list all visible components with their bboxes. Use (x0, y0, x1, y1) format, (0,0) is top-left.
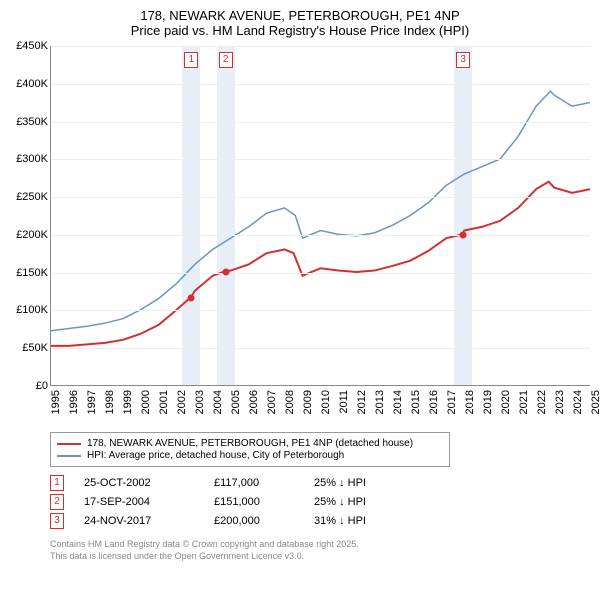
x-tick-label: 2016 (428, 390, 440, 414)
sales-date: 24-NOV-2017 (84, 515, 214, 527)
x-tick-label: 2013 (374, 390, 386, 414)
x-tick-label: 2010 (320, 390, 332, 414)
gridline (51, 122, 590, 123)
y-tick-label: £450K (16, 40, 48, 52)
x-tick-label: 2023 (554, 390, 566, 414)
x-tick-label: 2000 (140, 390, 152, 414)
x-tick-label: 2011 (338, 390, 350, 414)
sales-price: £151,000 (214, 496, 314, 508)
attribution: Contains HM Land Registry data © Crown c… (50, 539, 590, 562)
sale-marker: 1 (184, 52, 198, 68)
sale-dot (222, 268, 229, 275)
x-tick-label: 2007 (266, 390, 278, 414)
y-axis: £0£50K£100K£150K£200K£250K£300K£350K£400… (10, 46, 50, 386)
y-tick-label: £250K (16, 191, 48, 203)
title-line-1: 178, NEWARK AVENUE, PETERBOROUGH, PE1 4N… (10, 8, 590, 23)
title-line-2: Price paid vs. HM Land Registry's House … (10, 23, 590, 38)
sales-row: 2 17-SEP-2004£151,00025% ↓ HPI (50, 494, 590, 510)
gridline (51, 348, 590, 349)
x-tick-label: 1997 (86, 390, 98, 414)
legend-label: HPI: Average price, detached house, City… (87, 450, 344, 461)
x-tick-label: 2025 (590, 390, 600, 414)
x-tick-label: 2003 (194, 390, 206, 414)
sales-price: £200,000 (214, 515, 314, 527)
x-tick-label: 2015 (410, 390, 422, 414)
y-tick-label: £150K (16, 267, 48, 279)
x-tick-label: 1998 (104, 390, 116, 414)
legend-label: 178, NEWARK AVENUE, PETERBOROUGH, PE1 4N… (87, 438, 413, 449)
y-tick-label: £400K (16, 78, 48, 90)
x-tick-label: 1996 (68, 390, 80, 414)
legend: 178, NEWARK AVENUE, PETERBOROUGH, PE1 4N… (50, 432, 450, 467)
attribution-line-1: Contains HM Land Registry data © Crown c… (50, 539, 590, 551)
sales-table: 1 25-OCT-2002£117,00025% ↓ HPI 2 17-SEP-200… (50, 475, 590, 529)
y-tick-label: £0 (36, 380, 48, 392)
legend-swatch (57, 443, 81, 445)
x-tick-label: 2019 (482, 390, 494, 414)
sales-date: 17-SEP-2004 (84, 496, 214, 508)
series-line (51, 91, 590, 331)
line-svg (51, 46, 590, 385)
series-line (51, 182, 590, 346)
y-tick-label: £100K (16, 304, 48, 316)
gridline (51, 46, 590, 47)
x-tick-label: 2009 (302, 390, 314, 414)
gridline (51, 159, 590, 160)
sales-diff: 25% ↓ HPI (314, 496, 414, 508)
sales-row: 1 25-OCT-2002£117,00025% ↓ HPI (50, 475, 590, 491)
x-tick-label: 2012 (356, 390, 368, 414)
x-tick-label: 2014 (392, 390, 404, 414)
x-tick-label: 2002 (176, 390, 188, 414)
x-tick-label: 1999 (122, 390, 134, 414)
chart: £0 £50K £100K £150K £200K £250K £300K £350K £400… (10, 46, 590, 426)
x-tick-label: 2024 (572, 390, 584, 414)
sales-diff: 31% ↓ HPI (314, 515, 414, 527)
legend-item: HPI: Average price, detached house, City… (57, 450, 443, 461)
x-tick-label: 2006 (248, 390, 260, 414)
x-tick-label: 2001 (158, 390, 170, 414)
sales-marker: 2 (50, 494, 64, 510)
x-tick-label: 2005 (230, 390, 242, 414)
sales-date: 25-OCT-2002 (84, 477, 214, 489)
y-tick-label: £350K (16, 116, 48, 128)
x-tick-label: 2020 (500, 390, 512, 414)
legend-item: 178, NEWARK AVENUE, PETERBOROUGH, PE1 4N… (57, 438, 443, 449)
sale-marker: 3 (456, 52, 470, 68)
gridline (51, 197, 590, 198)
x-tick-label: 1995 (50, 390, 62, 414)
sale-dot (460, 231, 467, 238)
sales-marker: 1 (50, 475, 64, 491)
y-tick-label: £50K (22, 342, 48, 354)
x-tick-label: 2021 (518, 390, 530, 414)
sales-price: £117,000 (214, 477, 314, 489)
gridline (51, 310, 590, 311)
sale-dot (188, 294, 195, 301)
sales-row: 3 24-NOV-2017£200,00031% ↓ HPI (50, 513, 590, 529)
x-tick-label: 2008 (284, 390, 296, 414)
sale-marker: 2 (219, 52, 233, 68)
x-tick-label: 2017 (446, 390, 458, 414)
y-tick-label: £200K (16, 229, 48, 241)
gridline (51, 235, 590, 236)
legend-swatch (57, 455, 81, 457)
sales-marker: 3 (50, 513, 64, 529)
x-axis: 1995 1996 1997 1998 1999 2000 2001 2002 2003 2004… (50, 386, 590, 426)
sales-diff: 25% ↓ HPI (314, 477, 414, 489)
plot-area: 1 2 3 (50, 46, 590, 386)
x-tick-label: 2018 (464, 390, 476, 414)
gridline (51, 273, 590, 274)
attribution-line-2: This data is licensed under the Open Gov… (50, 551, 590, 563)
x-tick-label: 2022 (536, 390, 548, 414)
y-tick-label: £300K (16, 153, 48, 165)
gridline (51, 84, 590, 85)
x-tick-label: 2004 (212, 390, 224, 414)
chart-title: 178, NEWARK AVENUE, PETERBOROUGH, PE1 4N… (10, 8, 590, 38)
